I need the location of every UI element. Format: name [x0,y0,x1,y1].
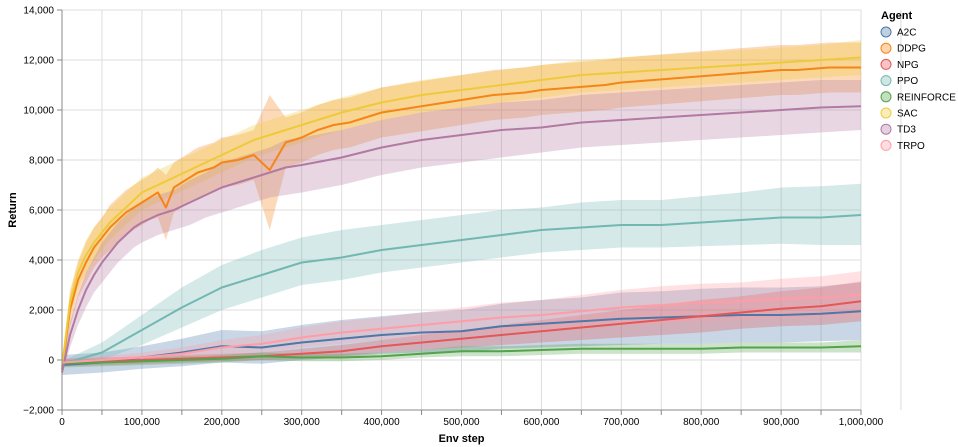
legend-symbol-npg [880,58,892,70]
x-tick-label: 0 [59,417,65,428]
legend-label-sac: SAC [897,109,918,120]
td3-band [62,80,861,375]
trpo-line [61,294,862,364]
legend-symbol-sac [880,107,892,119]
legend-label-ddpg: DDPG [897,44,926,55]
y-tick-label: 14,000 [23,6,54,17]
legend-label-trpo: TRPO [897,141,925,152]
y-tick-label: 12,000 [23,56,54,67]
x-tick-label: 600,000 [523,417,560,428]
x-tick-label: 100,000 [124,417,161,428]
reinforce-line [61,345,862,365]
legend-symbol-reinforce [880,91,892,103]
legend-label-ppo: PPO [897,76,918,87]
x-tick-label: 500,000 [443,417,480,428]
y-tick-label: 10,000 [23,106,54,117]
ddpg-line [61,66,861,371]
sac-line [61,56,862,368]
x-tick-label: 200,000 [204,417,241,428]
x-axis-ticks: 0 100,000 200,000 300,000 400,000 500,000 600,… [59,410,884,428]
legend: Agent A2C DDPG NPG PPO REINFORCE SAC TD3 TRPO [880,10,956,152]
trpo-band [62,271,861,367]
ppo-band [62,183,861,367]
reinforce-band [62,340,861,368]
x-tick-label: 1,000,000 [839,417,884,428]
y-tick-label: 0 [48,356,54,367]
x-tick-label: 300,000 [284,417,321,428]
a2c-line [61,310,862,366]
y-tick-label: −2,000 [23,406,54,417]
series-lines [61,56,862,373]
y-tick-label: 2,000 [29,306,54,317]
legend-symbol-ppo [880,75,892,87]
y-tick-label: 8,000 [29,156,54,167]
x-tick-label: 800,000 [683,417,720,428]
y-axis-title: Return [7,192,19,228]
legend-label-td3: TD3 [897,125,916,136]
ddpg-band [62,42,861,373]
legend-label-a2c: A2C [897,28,916,39]
legend-symbol-trpo [880,139,892,151]
npg-line [61,300,862,364]
x-tick-label: 400,000 [364,417,401,428]
y-tick-label: 4,000 [29,256,54,267]
x-tick-label: 700,000 [603,417,640,428]
y-axis-ticks: −2,000 0 2,000 4,000 6,000 8,000 10,000 12,000 1… [23,6,62,417]
x-axis-title: Env step [439,433,485,445]
sac-band [62,40,861,370]
x-tick-label: 900,000 [763,417,800,428]
legend-label-reinforce: REINFORCE [897,92,956,103]
legend-label-npg: NPG [897,60,919,71]
td3-line [61,105,862,373]
ppo-line [61,214,862,365]
legend-symbol-td3 [880,123,892,135]
legend-symbol-ddpg [880,42,892,54]
y-tick-label: 6,000 [29,206,54,217]
legend-symbol-a2c [880,26,892,38]
legend-title: Agent [881,10,913,22]
